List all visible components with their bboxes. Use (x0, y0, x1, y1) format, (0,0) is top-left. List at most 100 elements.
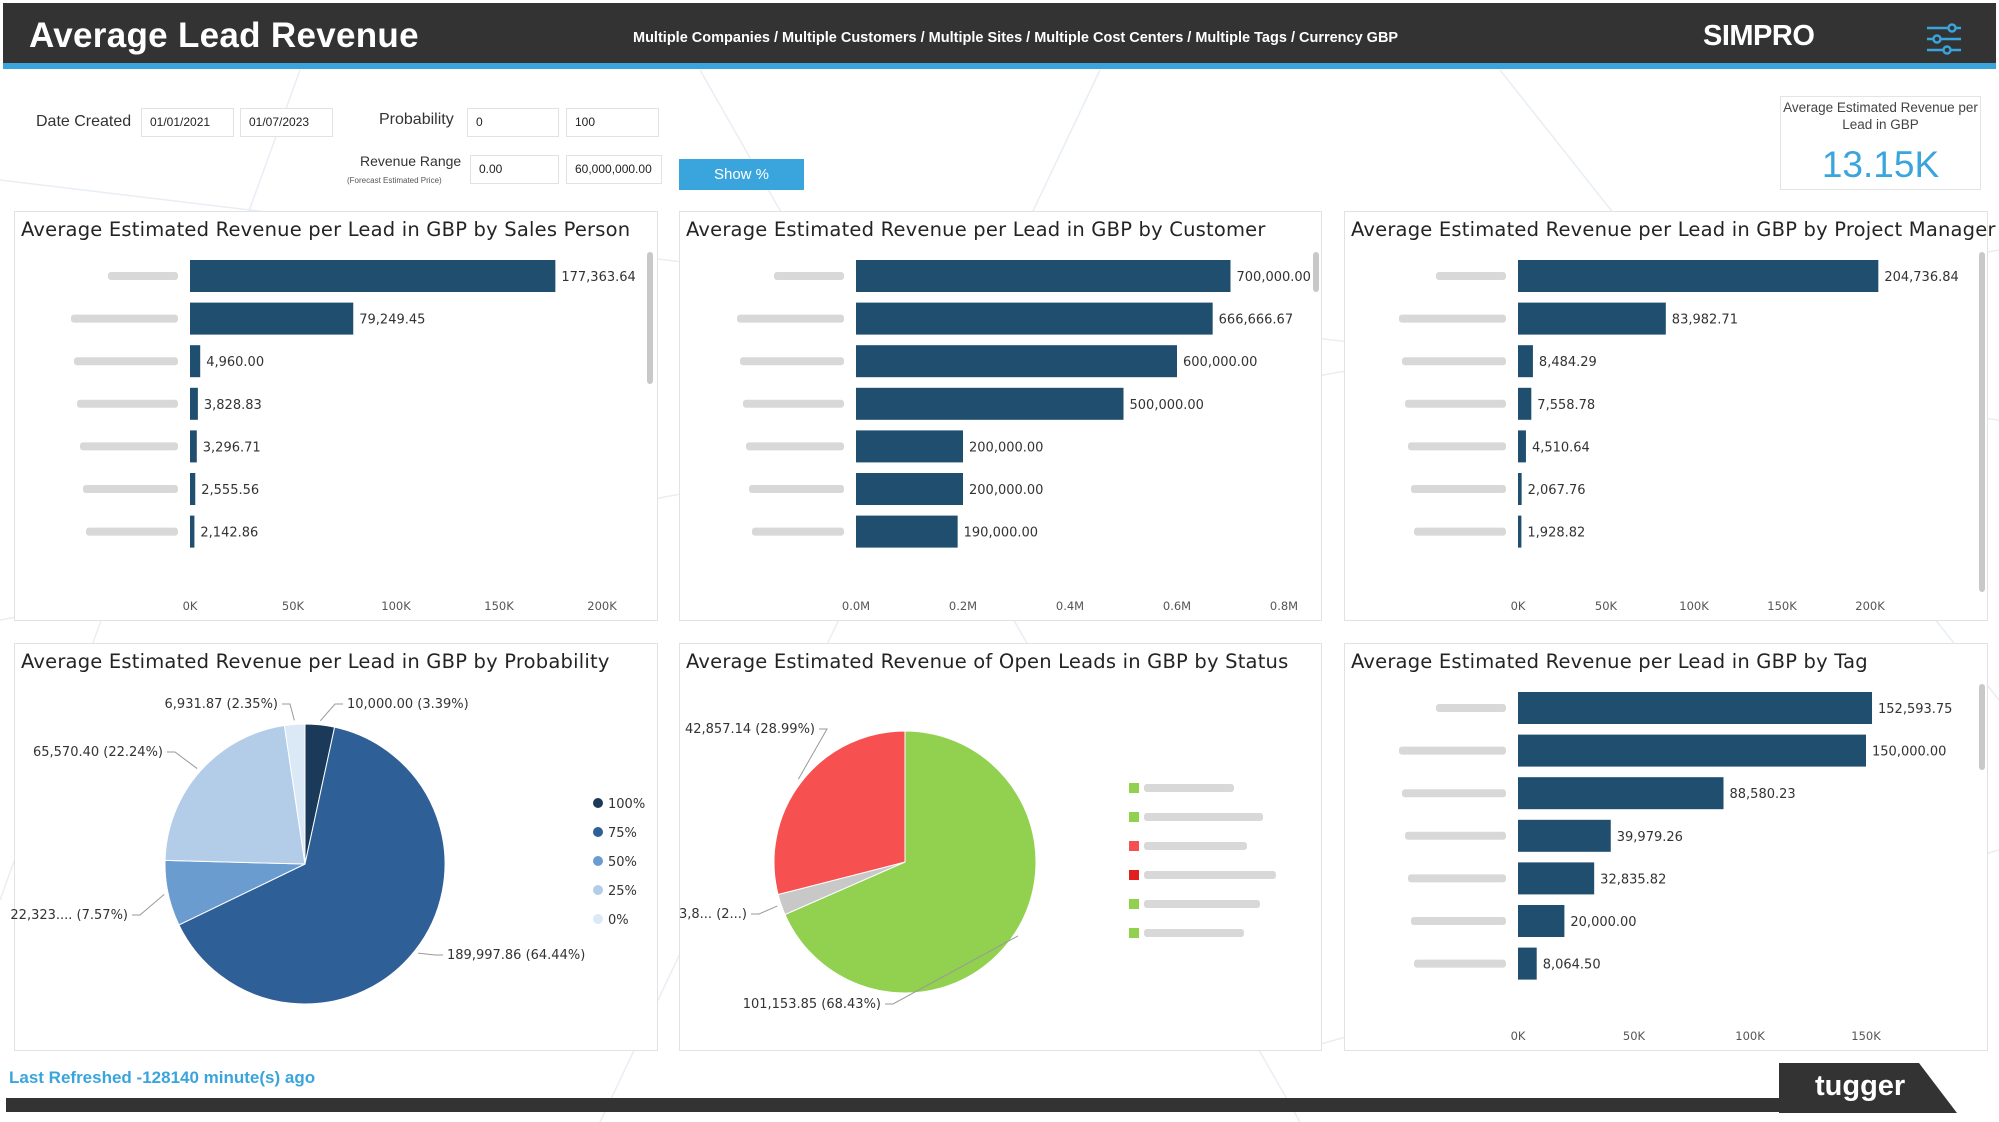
category-label-blurred (1436, 704, 1506, 712)
footer-bar (6, 1098, 1932, 1112)
pie-slice[interactable] (164, 724, 306, 865)
bar[interactable] (856, 473, 963, 505)
leader-line (167, 751, 198, 769)
project-manager-chart-panel[interactable]: Average Estimated Revenue per Lead in GB… (1344, 211, 1995, 622)
bar[interactable] (190, 515, 195, 548)
bar[interactable] (190, 302, 354, 335)
data-label: 4,960.00 (206, 355, 264, 370)
bar[interactable] (1518, 947, 1537, 980)
axis-tick-label: 100K (1735, 1029, 1765, 1043)
bar[interactable] (1518, 302, 1666, 335)
legend-marker (1129, 783, 1139, 793)
scrollbar[interactable] (1979, 684, 1985, 770)
data-label: 88,580.23 (1730, 787, 1796, 802)
bar[interactable] (190, 345, 201, 378)
category-label-blurred (746, 442, 844, 451)
bar[interactable] (1518, 819, 1611, 852)
category-label-blurred (1411, 485, 1506, 493)
axis-tick-label: 0.2M (949, 599, 977, 613)
data-label: 3,296.71 (203, 440, 261, 455)
category-label-blurred (1436, 272, 1506, 280)
data-label: 3,8... (2...) (679, 907, 747, 922)
bar[interactable] (1518, 777, 1724, 810)
data-label: 152,593.75 (1878, 702, 1952, 717)
date-to-input[interactable]: 01/07/2023 (240, 108, 333, 137)
probability-pie-chart[interactable]: 10,000.00 (3.39%) 189,997.86 (64.44%) 22,3… (10, 644, 659, 1052)
legend-label-blurred (1144, 784, 1234, 792)
tag-bar-chart[interactable]: 152,593.75 150,000.00 88,580.23 39,979.26 32… (1345, 644, 1989, 1052)
data-label: 3,828.83 (204, 398, 262, 413)
legend-marker (1129, 928, 1139, 938)
category-label-blurred (1408, 442, 1506, 451)
data-label: 204,736.84 (1884, 270, 1958, 285)
revenue-max-input[interactable]: 60,000,000.00 (566, 155, 662, 184)
bar[interactable] (1518, 430, 1526, 463)
customer-chart-panel[interactable]: Average Estimated Revenue per Lead in GB… (679, 211, 1322, 621)
customer-bar-chart[interactable]: 700,000.00 666,666.67 600,000.00 500,000.00… (680, 212, 1323, 622)
probability-chart-panel[interactable]: Average Estimated Revenue per Lead in GB… (10, 643, 659, 1052)
revenue-min-input[interactable]: 0.00 (470, 155, 559, 184)
bar[interactable] (1518, 515, 1522, 548)
status-pie-chart[interactable]: 101,153.85 (68.43%) 3,8... (2...) 42,857.1… (679, 644, 1323, 1052)
axis-tick-label: 0.8M (1270, 599, 1298, 613)
bar[interactable] (856, 387, 1124, 420)
sliders-icon[interactable] (1925, 23, 1963, 55)
scrollbar[interactable] (647, 252, 653, 384)
bar[interactable] (190, 387, 198, 420)
date-from-input[interactable]: 01/01/2021 (141, 108, 234, 137)
bar[interactable] (1518, 734, 1866, 767)
pie-slice[interactable] (773, 730, 906, 896)
page-title: Average Lead Revenue (29, 16, 419, 55)
sales-person-chart-panel[interactable]: Average Estimated Revenue per Lead in GB… (14, 211, 658, 621)
show-percent-button[interactable]: Show % (679, 159, 804, 190)
scrollbar[interactable] (1979, 252, 1985, 592)
bar[interactable] (1518, 387, 1532, 420)
tag-chart-panel[interactable]: Average Estimated Revenue per Lead in GB… (1344, 643, 1988, 1051)
category-label-blurred (1399, 314, 1506, 323)
bar[interactable] (190, 473, 196, 505)
bar[interactable] (1518, 260, 1879, 292)
pie-slice[interactable] (283, 723, 306, 865)
bar[interactable] (856, 515, 958, 548)
kpi-label: Average Estimated Revenue per Lead in GB… (1783, 100, 1978, 132)
pie-slice[interactable] (784, 730, 1037, 994)
category-label-blurred (1405, 399, 1506, 408)
status-chart-panel[interactable]: Average Estimated Revenue of Open Leads … (679, 643, 1322, 1051)
legend-marker (593, 827, 603, 837)
chart-title: Average Estimated Revenue per Lead in GB… (21, 650, 610, 673)
header-bar: Average Lead Revenue Multiple Companies … (3, 3, 1996, 69)
data-label: 2,142.86 (200, 526, 258, 541)
bar[interactable] (856, 302, 1213, 335)
scrollbar[interactable] (1313, 252, 1319, 292)
bar[interactable] (1518, 345, 1533, 378)
bar[interactable] (1518, 692, 1873, 724)
probability-min-input[interactable]: 0 (467, 108, 559, 137)
legend-marker (1129, 899, 1139, 909)
bar[interactable] (190, 260, 556, 292)
bar[interactable] (856, 260, 1231, 292)
category-label-blurred (86, 527, 178, 536)
legend-label: 75% (608, 826, 637, 841)
sales-person-bar-chart[interactable]: 177,363.64 79,249.45 4,960.00 3,828.83 3,296… (15, 212, 659, 622)
data-label: 150,000.00 (1872, 745, 1946, 760)
category-label-blurred (83, 485, 178, 493)
axis-tick-label: 50K (282, 599, 305, 613)
data-label: 2,555.56 (201, 483, 259, 498)
legend-marker (1129, 870, 1139, 880)
bar[interactable] (856, 345, 1177, 378)
chart-title: Average Estimated Revenue per Lead in GB… (21, 218, 631, 241)
bar[interactable] (856, 430, 963, 463)
category-label-blurred (737, 314, 844, 323)
bar[interactable] (1518, 473, 1522, 505)
category-label-blurred (1408, 874, 1506, 883)
bar[interactable] (1518, 862, 1595, 895)
leader-line (132, 893, 165, 916)
pie-slice[interactable] (178, 726, 446, 1005)
bar[interactable] (190, 430, 197, 463)
probability-max-input[interactable]: 100 (566, 108, 659, 137)
category-label-blurred (743, 399, 844, 408)
data-label: 39,979.26 (1617, 830, 1683, 845)
project-manager-bar-chart[interactable]: 204,736.84 83,982.71 8,484.29 7,558.78 4,510… (1345, 212, 1989, 622)
leader-line (751, 905, 778, 915)
bar[interactable] (1518, 905, 1565, 937)
